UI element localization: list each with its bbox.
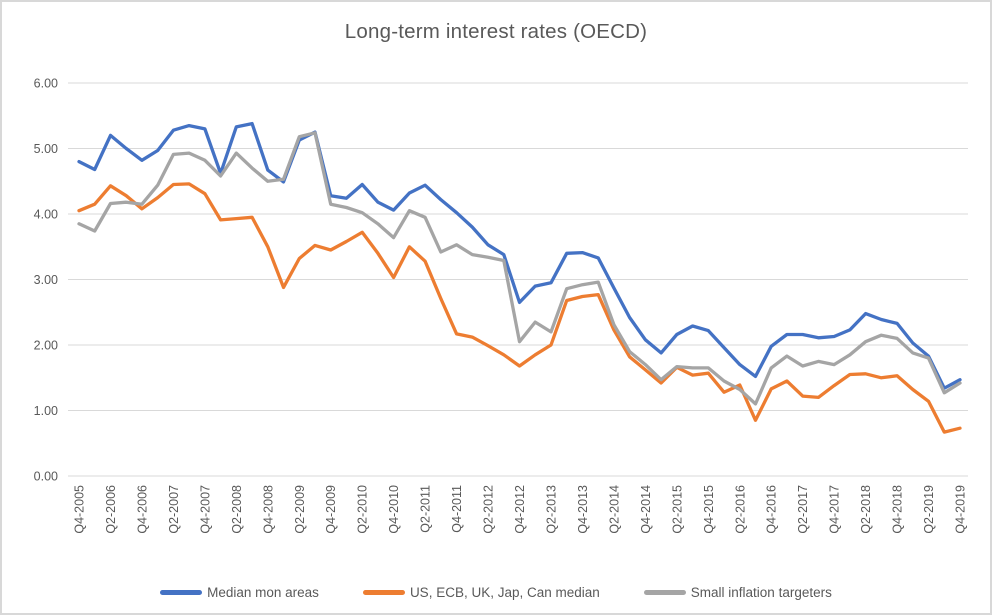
legend-item-median-mon-areas: Median mon areas — [160, 585, 319, 600]
x-axis-tick-label: Q2-2006 — [104, 485, 118, 534]
legend-label: Median mon areas — [207, 585, 319, 600]
x-axis-tick-label: Q2-2009 — [293, 485, 307, 534]
x-axis-tick-label: Q4-2011 — [450, 485, 464, 533]
x-axis-tick-label: Q2-2014 — [607, 485, 621, 534]
x-axis-tick-label: Q4-2017 — [828, 485, 842, 534]
x-axis-tick-label: Q4-2015 — [702, 485, 716, 534]
y-axis-tick-label: 0.00 — [34, 470, 58, 484]
legend-label: Small inflation targeters — [690, 585, 832, 600]
x-axis-tick-label: Q2-2013 — [544, 485, 558, 534]
series-line-us-ecb-uk-jap-can-median — [77, 182, 962, 434]
x-axis-tick-label: Q2-2018 — [859, 485, 873, 534]
x-axis-tick-label: Q2-2008 — [230, 485, 244, 534]
legend-label: US, ECB, UK, Jap, Can median — [409, 585, 600, 600]
legend-line-marker-gray — [643, 590, 686, 595]
y-axis-tick-label: 3.00 — [34, 273, 58, 287]
x-axis-tick-label: Q4-2007 — [198, 485, 212, 534]
x-axis-tick-label: Q2-2007 — [167, 485, 181, 534]
x-axis-tick-label: Q4-2009 — [324, 485, 338, 534]
chart-legend: Median mon areas US, ECB, UK, Jap, Can m… — [2, 585, 990, 600]
y-axis-tick-label: 2.00 — [34, 339, 58, 353]
x-axis-tick-label: Q2-2010 — [356, 485, 370, 534]
x-axis-tick-label: Q2-2017 — [796, 485, 810, 534]
y-axis-tick-label: 1.00 — [34, 404, 58, 418]
x-axis-tick-label: Q4-2008 — [261, 485, 275, 534]
y-axis-tick-label: 5.00 — [34, 142, 58, 156]
x-axis-tick-label: Q4-2018 — [891, 485, 905, 534]
x-axis-tick-label: Q2-2016 — [733, 485, 747, 534]
x-axis-tick-label: Q4-2019 — [954, 485, 968, 534]
x-axis-tick-label: Q4-2010 — [387, 485, 401, 534]
x-axis-tick-label: Q4-2014 — [639, 485, 653, 534]
x-axis-tick-label: Q2-2015 — [670, 485, 684, 534]
x-axis-tick-label: Q2-2011 — [419, 485, 433, 533]
series-line-small-inflation-targeters — [77, 131, 962, 406]
y-axis-tick-label: 6.00 — [34, 77, 58, 91]
legend-item-us-ecb-uk-jap-can-median: US, ECB, UK, Jap, Can median — [362, 585, 600, 600]
legend-line-marker-blue — [160, 590, 203, 595]
series-line-median-mon-areas — [77, 121, 962, 390]
x-axis-tick-label: Q4-2005 — [73, 485, 87, 534]
x-axis-tick-label: Q4-2013 — [576, 485, 590, 534]
y-axis-tick-label: 4.00 — [34, 208, 58, 222]
chart-title: Long-term interest rates (OECD) — [344, 20, 648, 43]
x-axis-tick-label: Q4-2006 — [135, 485, 149, 534]
legend-line-marker-orange — [362, 590, 405, 595]
x-axis-tick-label: Q4-2016 — [765, 485, 779, 534]
legend-item-small-inflation-targeters: Small inflation targeters — [643, 585, 832, 600]
x-axis-tick-label: Q2-2019 — [922, 485, 936, 534]
x-axis-tick-label: Q2-2012 — [482, 485, 496, 534]
x-axis-tick-label: Q4-2012 — [513, 485, 527, 534]
